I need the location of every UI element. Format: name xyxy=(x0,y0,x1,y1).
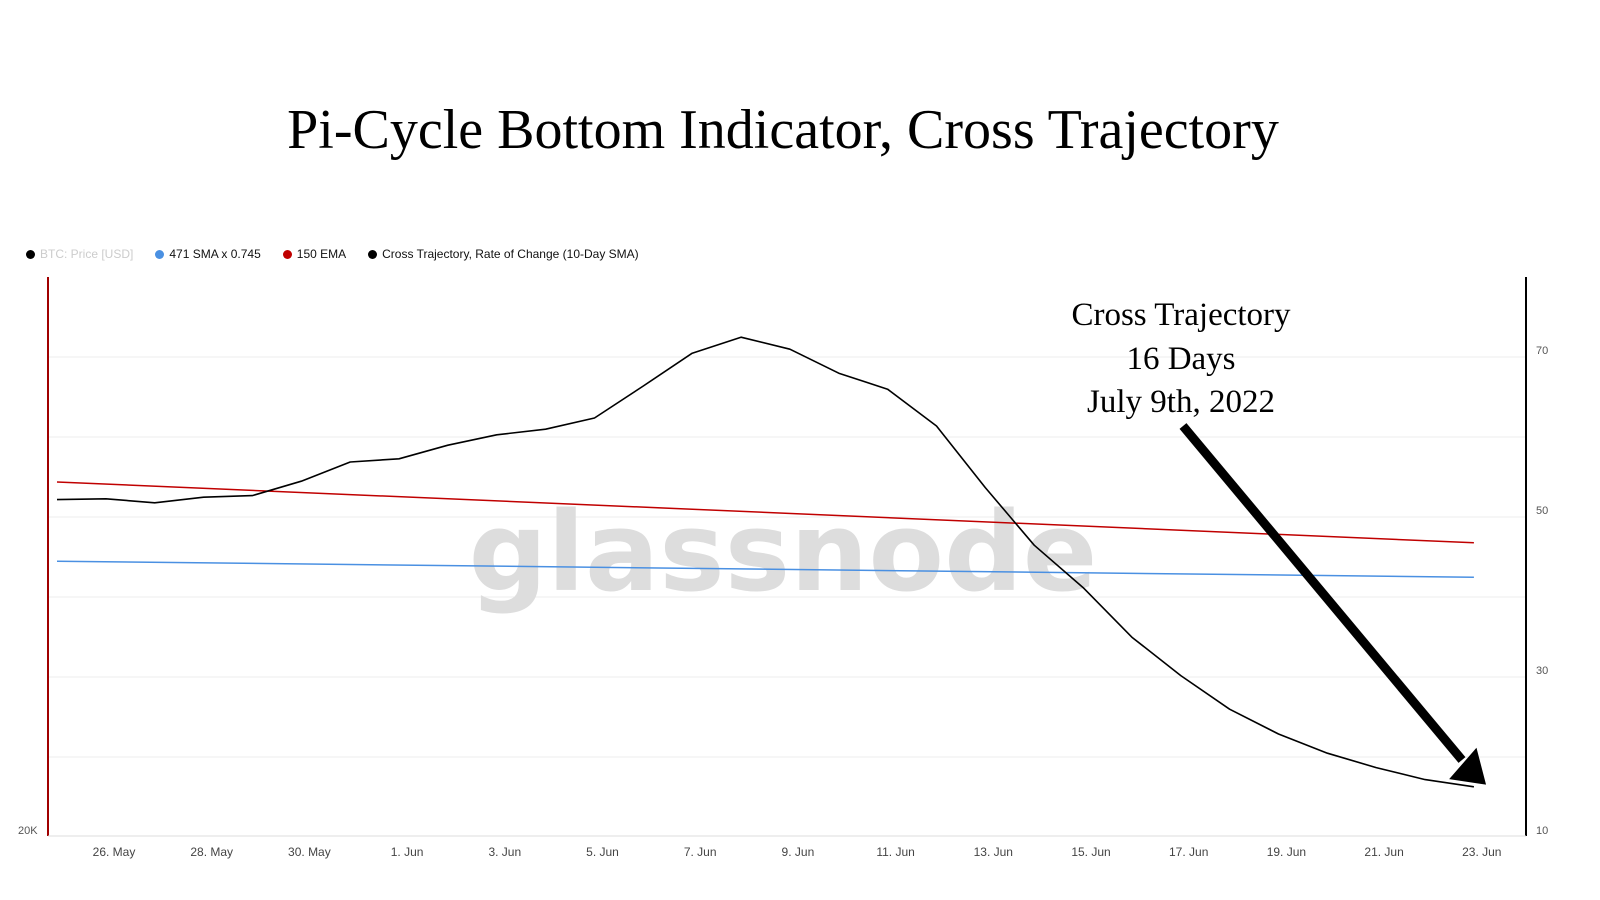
x-tick-label: 1. Jun xyxy=(391,845,424,859)
x-tick-label: 3. Jun xyxy=(488,845,521,859)
annotation-arrow-shaft xyxy=(1179,423,1466,763)
legend-item-btc-price[interactable]: BTC: Price [USD] xyxy=(26,247,133,261)
x-tick-label: 17. Jun xyxy=(1169,845,1208,859)
legend-dot-icon xyxy=(26,249,35,259)
series-line-471-sma-x-0-745 xyxy=(56,560,1474,578)
right-tick-label: 70 xyxy=(1536,345,1548,357)
legend: BTC: Price [USD] 471 SMA x 0.745 150 EMA… xyxy=(26,247,639,261)
legend-label: 150 EMA xyxy=(296,247,347,261)
watermark: glassnode xyxy=(469,488,1098,616)
x-tick-label: 11. Jun xyxy=(876,845,914,859)
right-tick-label: 10 xyxy=(1536,825,1548,837)
legend-item-150-ema[interactable]: 150 EMA xyxy=(282,247,347,261)
annotation-arrow-head-icon xyxy=(1449,747,1487,785)
x-tick-label: 28. May xyxy=(190,845,233,859)
legend-label: BTC: Price [USD] xyxy=(40,247,134,261)
annotation-line: Cross Trajectory xyxy=(1071,297,1291,333)
x-tick-label: 9. Jun xyxy=(782,845,815,859)
series-line-150-ema xyxy=(56,481,1474,544)
legend-label: Cross Trajectory, Rate of Change (10-Day… xyxy=(382,247,639,261)
x-tick-label: 23. Jun xyxy=(1462,845,1501,859)
x-tick-label: 15. Jun xyxy=(1071,845,1110,859)
left-tick-label: 20K xyxy=(18,825,38,837)
legend-item-cross-trajectory[interactable]: Cross Trajectory, Rate of Change (10-Day… xyxy=(368,247,639,261)
x-tick-label: 30. May xyxy=(288,845,331,859)
x-tick-label: 7. Jun xyxy=(684,845,717,859)
x-tick-label: 13. Jun xyxy=(974,845,1013,859)
x-tick-label: 26. May xyxy=(93,845,136,859)
right-tick-label: 30 xyxy=(1536,665,1548,677)
legend-item-471-sma[interactable]: 471 SMA x 0.745 xyxy=(155,247,261,261)
right-tick-label: 50 xyxy=(1536,505,1548,517)
legend-label: 471 SMA x 0.745 xyxy=(169,247,261,261)
legend-dot-icon xyxy=(155,249,165,259)
series-line-cross-trajectory-rate-of-change-10-day-sma- xyxy=(56,336,1475,788)
x-tick-label: 19. Jun xyxy=(1267,845,1306,859)
annotation-line: July 9th, 2022 xyxy=(1087,384,1275,420)
x-tick-label: 5. Jun xyxy=(586,845,619,859)
legend-dot-icon xyxy=(368,249,378,259)
chart-title: Pi-Cycle Bottom Indicator, Cross Traject… xyxy=(287,99,1279,161)
annotation-line: 16 Days xyxy=(1126,341,1235,377)
legend-dot-icon xyxy=(282,249,292,259)
x-tick-label: 21. Jun xyxy=(1364,845,1403,859)
annotation: Cross Trajectory 16 Days July 9th, 2022 xyxy=(1071,297,1487,785)
